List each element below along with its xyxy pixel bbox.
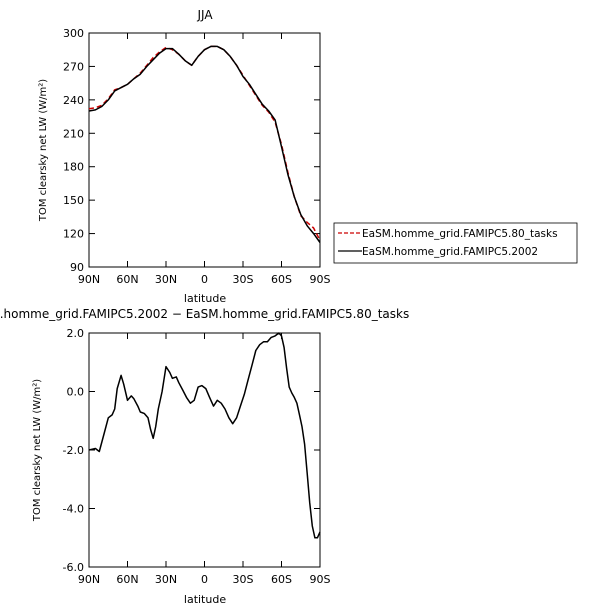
top-y-tick-label: 90	[70, 261, 84, 274]
legend-entry-series-2: EaSM.homme_grid.FAMIPC5.2002	[362, 246, 538, 258]
top-x-axis-label: latitude	[184, 292, 226, 305]
top-y-tick-label: 240	[63, 94, 84, 107]
top-y-axis-label: TOM clearsky net LW (W/m²)	[38, 79, 49, 222]
top-x-tick-label: 30S	[233, 273, 254, 286]
bottom-series-line-1	[88, 332, 321, 539]
top-y-tick-label: 270	[63, 60, 84, 73]
bottom-x-tick-label: 0	[201, 573, 208, 586]
top-y-axis: 90 120 150 180 210 240 270 300	[63, 27, 320, 274]
top-x-tick-label: 60N	[116, 273, 138, 286]
legend: EaSM.homme_grid.FAMIPC5.80_tasks EaSM.ho…	[333, 222, 578, 264]
bottom-x-tick-label: 30N	[155, 573, 177, 586]
top-y-tick-label: 120	[63, 228, 84, 241]
top-x-tick-label: 90N	[78, 273, 100, 286]
bottom-x-tick-label: 60S	[271, 573, 292, 586]
top-panel: JJA 90 120 150 180 210 240 270 300 90N 60N 30N 0 30…	[38, 8, 578, 305]
bottom-x-tick-label: 90N	[78, 573, 100, 586]
top-series-line-1	[88, 45, 321, 241]
bottom-series-group	[88, 332, 321, 539]
top-chart-title: JJA	[196, 8, 213, 22]
top-plot-frame	[88, 32, 321, 268]
bottom-y-axis-label: TOM clearsky net LW (W/m²)	[32, 379, 43, 522]
top-x-axis: 90N 60N 30N 0 30S 60S 90S	[78, 33, 331, 286]
top-series-group	[88, 45, 321, 243]
top-series-line-2	[88, 45, 321, 243]
bottom-y-tick-label: -2.0	[63, 444, 84, 457]
top-y-tick-label: 150	[63, 194, 84, 207]
bottom-x-tick-label: 90S	[310, 573, 331, 586]
top-y-tick-label: 210	[63, 127, 84, 140]
top-x-tick-label: 0	[201, 273, 208, 286]
bottom-x-tick-label: 60N	[116, 573, 138, 586]
bottom-x-axis: 90N 60N 30N 0 30S 60S 90S	[78, 333, 331, 586]
bottom-y-tick-label: 2.0	[67, 327, 85, 340]
bottom-x-tick-label: 30S	[233, 573, 254, 586]
bottom-y-tick-label: 0.0	[67, 386, 85, 399]
top-x-tick-label: 30N	[155, 273, 177, 286]
legend-entry-series-1: EaSM.homme_grid.FAMIPC5.80_tasks	[362, 228, 558, 240]
bottom-panel: EaSM.homme_grid.FAMIPC5.2002 − EaSM.homm…	[0, 307, 409, 606]
bottom-y-tick-label: -6.0	[63, 561, 84, 574]
legend-box	[333, 222, 578, 264]
bottom-y-axis: -6.0 -4.0 -2.0 0.0 2.0	[63, 327, 320, 574]
bottom-x-axis-label: latitude	[184, 593, 226, 606]
top-y-tick-label: 180	[63, 161, 84, 174]
bottom-y-tick-label: -4.0	[63, 503, 84, 516]
top-x-tick-label: 90S	[310, 273, 331, 286]
top-y-tick-label: 300	[63, 27, 84, 40]
bottom-chart-title: EaSM.homme_grid.FAMIPC5.2002 − EaSM.homm…	[0, 307, 409, 321]
bottom-plot-frame	[88, 332, 321, 568]
top-x-tick-label: 60S	[271, 273, 292, 286]
